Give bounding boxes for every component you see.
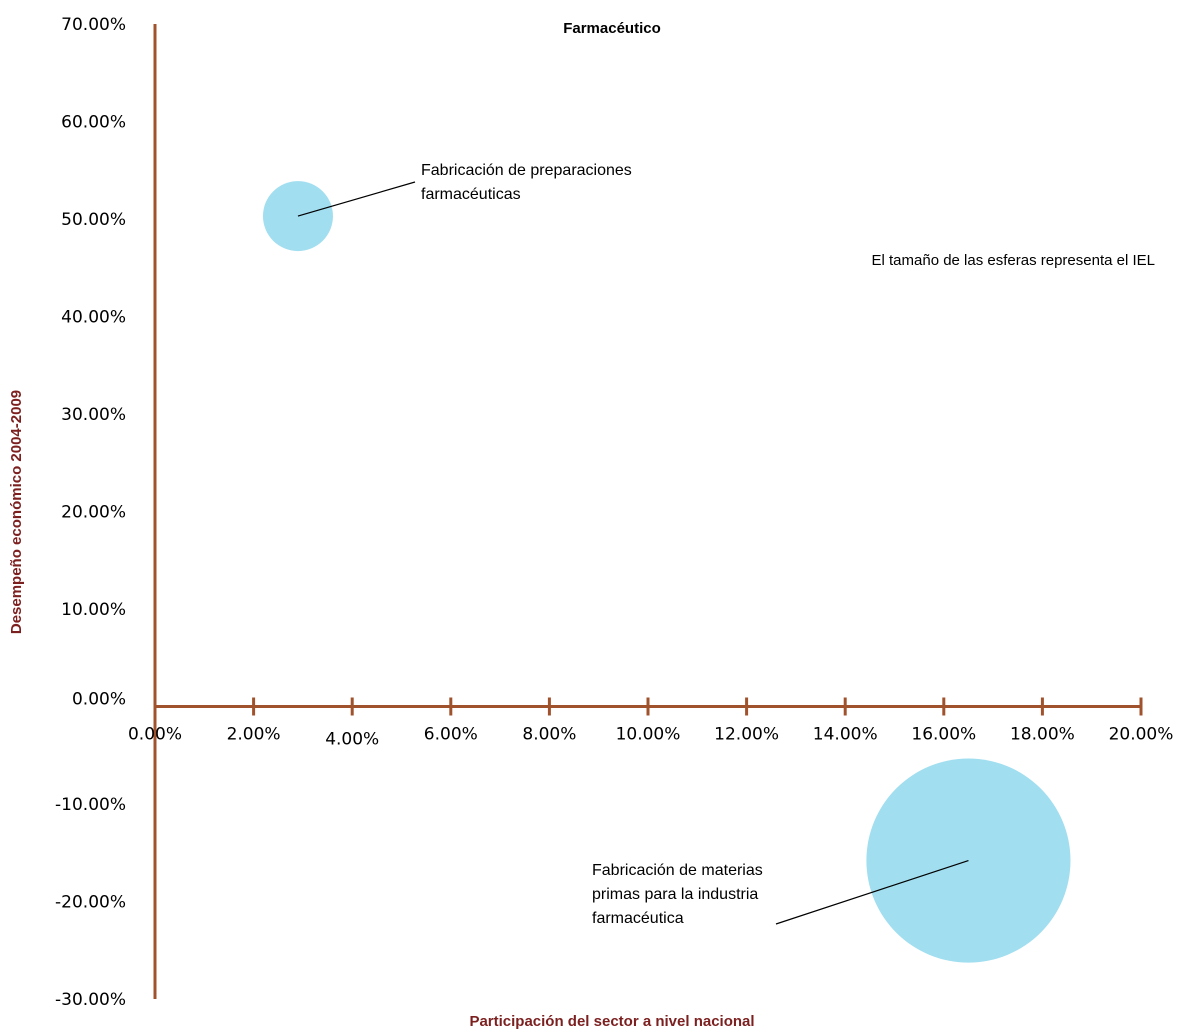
bubble-label: primas para la industria bbox=[592, 886, 758, 903]
x-tick-label: 2.00% bbox=[227, 725, 281, 745]
x-tick-label: 12.00% bbox=[714, 725, 779, 745]
bubble-point bbox=[866, 758, 1071, 963]
x-tick-label: 10.00% bbox=[616, 725, 681, 745]
x-tick-label: 0.00% bbox=[128, 725, 182, 745]
y-tick-label: -10.00% bbox=[55, 795, 126, 815]
bubble-label: farmacéuticas bbox=[421, 186, 521, 203]
bubble-leader-line bbox=[775, 859, 969, 925]
x-tick-label: 4.00% bbox=[325, 730, 379, 750]
bubble-label: Fabricación de preparaciones bbox=[421, 162, 632, 179]
y-tick-label: 10.00% bbox=[61, 600, 126, 620]
x-tick-label: 16.00% bbox=[911, 725, 976, 745]
x-tick-label: 18.00% bbox=[1010, 725, 1075, 745]
y-axis-title: Desempeño económico 2004-2009 bbox=[8, 390, 25, 634]
x-tick-label: 6.00% bbox=[424, 725, 478, 745]
x-tick-label: 14.00% bbox=[813, 725, 878, 745]
bubble-leader-line bbox=[297, 181, 416, 217]
y-tick-label: 70.00% bbox=[61, 15, 126, 35]
y-tick-label: 50.00% bbox=[61, 210, 126, 230]
size-note: El tamaño de las esferas representa el I… bbox=[872, 252, 1156, 269]
x-tick-label: 20.00% bbox=[1109, 725, 1174, 745]
bubble-label: farmacéutica bbox=[592, 910, 684, 927]
y-tick-label: 0.00% bbox=[72, 690, 126, 710]
x-axis-title: Participación del sector a nivel naciona… bbox=[469, 1013, 754, 1030]
y-tick-label: 40.00% bbox=[61, 308, 126, 328]
chart-title: Farmacéutico bbox=[563, 20, 661, 37]
y-tick-label: 60.00% bbox=[61, 113, 126, 133]
bubble-label: Fabricación de materias bbox=[592, 862, 763, 879]
x-tick-label: 8.00% bbox=[522, 725, 576, 745]
y-tick-label: -20.00% bbox=[55, 893, 126, 913]
y-tick-label: -30.00% bbox=[55, 990, 126, 1010]
y-tick-label: 30.00% bbox=[61, 405, 126, 425]
y-tick-label: 20.00% bbox=[61, 503, 126, 523]
